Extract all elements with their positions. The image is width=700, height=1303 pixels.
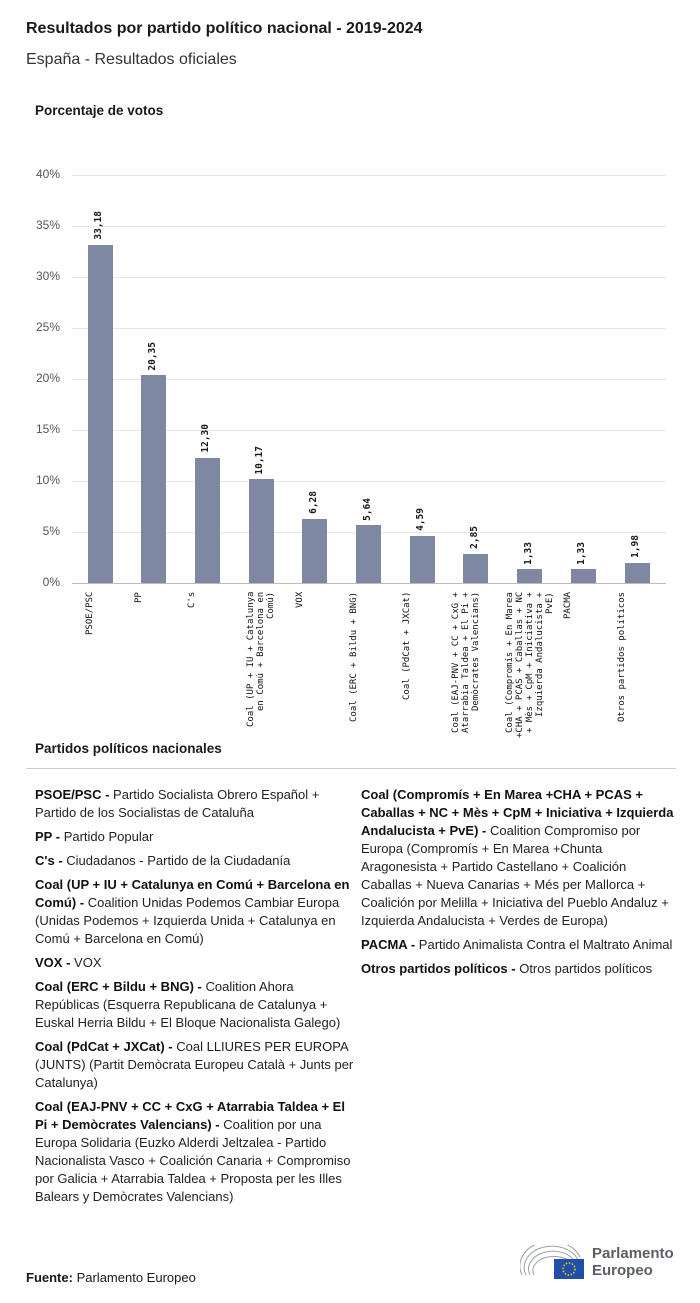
data-label: 1,33 (522, 541, 534, 565)
legend-abbr: Coal (Compromís + En Marea +CHA + PCAS +… (361, 787, 674, 838)
legend-desc: VOX (74, 955, 102, 970)
source-text: Parlamento Europeo (76, 1270, 196, 1285)
legend-abbr: Coal (EAJ-PNV + CC + CxG + Atarrabia Tal… (35, 1099, 345, 1132)
x-tick-label: PSOE/PSC (85, 592, 95, 636)
legend-desc: Coalition por una Europa Solidaria (Euzk… (35, 1117, 351, 1204)
gridline (72, 583, 666, 584)
legend-title: Partidos políticos nacionales (35, 741, 222, 756)
legend-abbr: VOX - (35, 955, 71, 970)
y-tick-label: 10% (35, 473, 60, 487)
parliament-logo: Parlamento Europeo (520, 1245, 682, 1279)
bar (409, 536, 435, 583)
legend-entry: Coal (EAJ-PNV + CC + CxG + Atarrabia Tal… (35, 1098, 355, 1206)
legend-desc: Coal LLIURES PER EUROPA (JUNTS) (Partit … (35, 1039, 354, 1090)
x-tick-label: Coal (UP + IU + Catalunya en Comú + Barc… (246, 592, 277, 728)
legend-desc: Ciudadanos - Partido de la Ciudadanía (66, 853, 291, 868)
bar (302, 518, 328, 583)
legend-abbr: PSOE/PSC - (35, 787, 110, 802)
data-label: 2,85 (468, 526, 480, 549)
divider (26, 768, 676, 769)
legend-entry: Coal (UP + IU + Catalunya en Comú + Barc… (35, 876, 355, 948)
bar-chart: 0% 5% 10% 15% 20% 25% 30% 35% 40% 33,18 PSOE/PSC 20… (35, 167, 666, 739)
x-tick-label: VOX (294, 592, 305, 609)
source: Fuente: Parlamento Europeo (26, 1270, 196, 1285)
legend-abbr: Otros partidos políticos - (361, 961, 516, 976)
data-label: 6,28 (307, 491, 319, 514)
bar (570, 569, 596, 583)
legend-entry: Coal (ERC + Bildu + BNG) - Coalition Aho… (35, 978, 355, 1032)
x-tick-label: Coal (Compromís + En Marea +CHA + PCAS +… (504, 592, 555, 739)
legend-desc: Partido Animalista Contra el Maltrato An… (418, 937, 673, 952)
y-tick-label: 20% (35, 371, 60, 385)
gridline (72, 430, 666, 431)
legend-entry: VOX - VOX (35, 954, 355, 972)
page-title: Resultados por partido político nacional… (26, 20, 423, 37)
x-tick-label: Coal (EAJ-PNV + CC + CxG + Atarrabia Tal… (450, 592, 481, 733)
legend-abbr: Coal (UP + IU + Catalunya en Comú + Barc… (35, 877, 350, 910)
gridline (72, 175, 666, 176)
legend-entry: PP - Partido Popular (35, 828, 355, 846)
bar (194, 457, 220, 583)
legend-desc: Partido Socialista Obrero Español + Part… (35, 787, 320, 820)
gridline (72, 481, 666, 482)
legend-entry: Coal (Compromís + En Marea +CHA + PCAS +… (361, 786, 676, 930)
legend-entry: C's - Ciudadanos - Partido de la Ciudada… (35, 852, 355, 870)
legend-desc: Coalition Ahora Repúblicas (Esquerra Rep… (35, 979, 341, 1030)
legend-entry: PACMA - Partido Animalista Contra el Mal… (361, 936, 676, 954)
source-label: Fuente: (26, 1270, 73, 1285)
y-tick-label: 5% (42, 524, 60, 538)
x-tick-label: Coal (PdCat + JXCat) (402, 592, 413, 701)
data-label: 5,64 (361, 497, 373, 521)
legend-abbr: PACMA - (361, 937, 416, 952)
page-subtitle: España - Resultados oficiales (26, 51, 237, 68)
x-tick-label: PACMA (563, 592, 574, 620)
x-tick-label: PP (133, 592, 144, 603)
bar (356, 525, 381, 583)
y-tick-label: 0% (42, 575, 60, 589)
legend-column-left: PSOE/PSC - Partido Socialista Obrero Esp… (35, 786, 355, 1212)
data-label: 1,98 (630, 534, 641, 558)
bar (517, 569, 543, 583)
legend-desc: Partido Popular (63, 829, 154, 844)
legend-abbr: C's - (35, 853, 63, 868)
y-tick-label: 15% (35, 422, 60, 436)
data-label: 12,30 (200, 423, 212, 453)
y-tick-label: 30% (35, 269, 60, 283)
legend-desc: Otros partidos políticos (519, 961, 653, 976)
legend-desc: Coalition Unidas Podemos Cambiar Europa … (35, 895, 340, 946)
y-tick-label: 35% (35, 218, 60, 232)
bar (463, 553, 489, 583)
legend-abbr: Coal (ERC + Bildu + BNG) - (35, 979, 202, 994)
data-label: 4,59 (415, 508, 427, 532)
x-tick-label: C's (187, 592, 198, 609)
hemicycle-eu-flag-icon (520, 1245, 584, 1279)
data-label: 10,17 (254, 445, 266, 475)
y-tick-label: 40% (35, 167, 60, 181)
legend-abbr: Coal (PdCat + JXCat) - (35, 1039, 173, 1054)
legend-column-right: Coal (Compromís + En Marea +CHA + PCAS +… (361, 786, 676, 984)
gridline (72, 277, 666, 278)
x-tick-label: Otros partidos políticos (617, 592, 627, 723)
x-tick-label: Coal (ERC + Bildu + BNG) (348, 592, 359, 723)
legend-entry: PSOE/PSC - Partido Socialista Obrero Esp… (35, 786, 355, 822)
logo-text: Parlamento Europeo (592, 1245, 674, 1279)
bar (248, 479, 274, 583)
y-axis-label: Porcentaje de votos (35, 103, 164, 118)
legend-desc: Coalition Compromiso por Europa (Comprom… (361, 823, 669, 928)
gridline (72, 226, 666, 227)
legend-abbr: PP - (35, 829, 61, 844)
legend-entry: Coal (PdCat + JXCat) - Coal LLIURES PER … (35, 1038, 355, 1092)
legend-entry: Otros partidos políticos - Otros partido… (361, 960, 676, 978)
data-label: 1,33 (576, 541, 588, 565)
data-label: 33,18 (93, 210, 104, 240)
y-tick-label: 25% (35, 320, 60, 334)
bar (87, 244, 113, 583)
bar (141, 375, 167, 583)
gridline (72, 379, 666, 380)
bar (624, 562, 650, 583)
data-label: 20,35 (146, 341, 158, 371)
gridline (72, 328, 666, 329)
